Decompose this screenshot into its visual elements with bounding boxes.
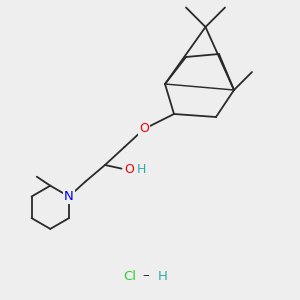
Text: O: O — [124, 163, 134, 176]
Text: H: H — [158, 269, 167, 283]
Text: Cl: Cl — [124, 269, 136, 283]
Text: O: O — [139, 122, 149, 136]
Text: H: H — [136, 163, 146, 176]
Text: –: – — [142, 269, 149, 283]
Text: N: N — [64, 190, 74, 203]
